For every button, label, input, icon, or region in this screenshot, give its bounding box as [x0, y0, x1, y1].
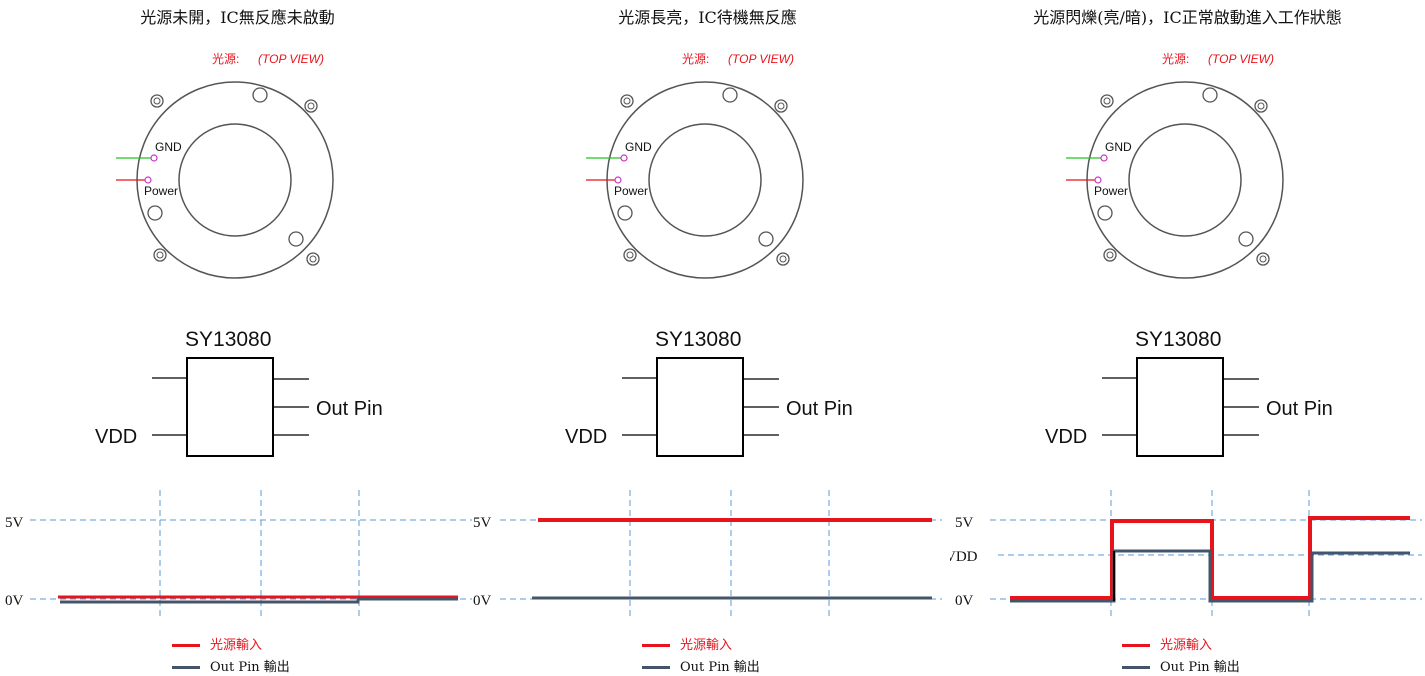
output-waveform: [1010, 549, 1410, 603]
legend-input: 光源輸入: [1122, 634, 1212, 653]
out-pin-label: Out Pin: [1266, 398, 1333, 420]
legend-output-label: Out Pin 輸出: [680, 660, 760, 675]
legend-output-swatch: [642, 666, 670, 669]
power-pad: [614, 176, 622, 184]
legend-input-swatch: [1122, 644, 1150, 647]
legend-output: Out Pin 輸出: [172, 656, 290, 675]
source-label: 光源:: [682, 52, 709, 66]
level-label-vdd: VDD: [950, 549, 978, 565]
power-label: Power: [614, 184, 648, 198]
light-source-board: [1086, 81, 1284, 279]
source-label: 光源:: [212, 52, 239, 66]
vdd-pin-label: VDD: [1045, 426, 1087, 448]
panel-light-steady: 光源長亮，IC待機無反應 光源: (TOP VIEW) GND Power SY…: [470, 0, 945, 676]
light-source-board: [606, 81, 804, 279]
level-label-5v: 5V: [473, 515, 492, 531]
view-label: (TOP VIEW): [1208, 52, 1274, 66]
out-pin-label: Out Pin: [316, 398, 383, 420]
light-source-board: [136, 81, 334, 279]
legend-input-label: 光源輸入: [210, 638, 263, 653]
level-label-5v: 5V: [5, 515, 24, 531]
diagram-svg: 光源: (TOP VIEW) GND Power SY13080: [473, 52, 942, 620]
vdd-pin-label: VDD: [565, 426, 607, 448]
panel-title: 光源長亮，IC待機無反應: [618, 8, 797, 27]
power-label: Power: [1094, 184, 1128, 198]
waveform-grid: [500, 490, 942, 620]
gnd-label: GND: [625, 140, 652, 154]
vdd-pin-label: VDD: [95, 426, 137, 448]
legend-output-label: Out Pin 輸出: [210, 660, 290, 675]
legend-input-swatch: [642, 644, 670, 647]
chip-name: SY13080: [185, 328, 271, 351]
gnd-label: GND: [1105, 140, 1132, 154]
diagram-svg: 光源: (TOP VIEW) GND Power SY13080: [950, 52, 1422, 620]
legend-input-swatch: [172, 644, 200, 647]
diagram-svg: 光源: (TOP VIEW) GND Power SY13080: [5, 52, 472, 620]
legend-input: 光源輸入: [172, 634, 262, 653]
legend-input-label: 光源輸入: [1160, 638, 1213, 653]
power-pad: [144, 176, 152, 184]
level-label-5v: 5V: [955, 515, 974, 531]
chip-name: SY13080: [655, 328, 741, 351]
legend-input: 光源輸入: [642, 634, 732, 653]
panel-light-off: 光源未開，IC無反應未啟動 光源: (TOP VIEW) GND Power S…: [0, 0, 475, 676]
chip-symbol: [1102, 357, 1259, 457]
level-label-0v: 0V: [5, 593, 24, 609]
view-label: (TOP VIEW): [728, 52, 794, 66]
source-label: 光源:: [1162, 52, 1189, 66]
legend-input-label: 光源輸入: [680, 638, 733, 653]
power-pad: [1094, 176, 1102, 184]
gnd-label: GND: [155, 140, 182, 154]
legend-output-swatch: [172, 666, 200, 669]
panel-light-flashing: 光源閃爍(亮/暗)，IC正常啟動進入工作狀態 光源: (TOP VIEW) GN…: [950, 0, 1425, 676]
legend-output: Out Pin 輸出: [1122, 656, 1240, 675]
panel-title: 光源未開，IC無反應未啟動: [140, 8, 335, 27]
legend-output: Out Pin 輸出: [642, 656, 760, 675]
input-waveform: [1010, 516, 1410, 600]
chip-name: SY13080: [1135, 328, 1221, 351]
level-label-0v: 0V: [955, 593, 974, 609]
chip-symbol: [152, 357, 309, 457]
gnd-pad: [150, 154, 158, 162]
view-label: (TOP VIEW): [258, 52, 324, 66]
waveform-grid: [30, 490, 472, 620]
chip-symbol: [622, 357, 779, 457]
gnd-pad: [620, 154, 628, 162]
output-waveform: [60, 597, 458, 604]
legend-output-swatch: [1122, 666, 1150, 669]
level-label-0v: 0V: [473, 593, 492, 609]
power-label: Power: [144, 184, 178, 198]
legend-output-label: Out Pin 輸出: [1160, 660, 1240, 675]
panel-title: 光源閃爍(亮/暗)，IC正常啟動進入工作狀態: [1033, 8, 1342, 27]
gnd-pad: [1100, 154, 1108, 162]
out-pin-label: Out Pin: [786, 398, 853, 420]
